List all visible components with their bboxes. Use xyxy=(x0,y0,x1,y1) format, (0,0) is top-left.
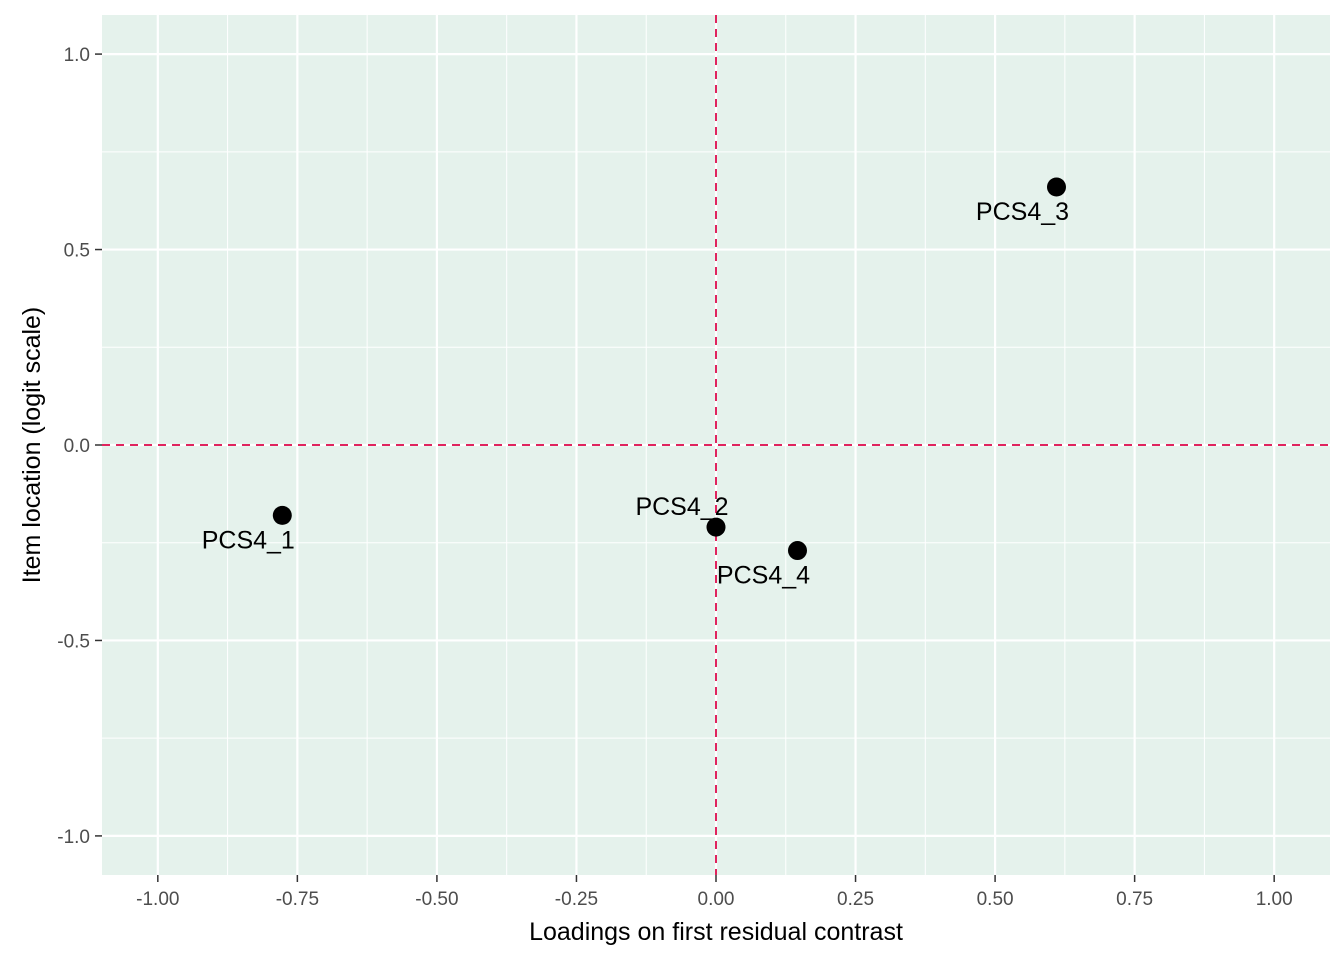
point-label: PCS4_3 xyxy=(976,198,1069,226)
x-tick-label: 0.50 xyxy=(977,889,1014,910)
data-point xyxy=(1046,177,1066,197)
x-axis: -1.00 -0.75 -0.50 -0.25 0.00 0.25 0.50 0.75 1.00 xyxy=(136,875,1293,910)
x-tick-label: -0.25 xyxy=(555,889,598,910)
x-axis-title: Loadings on first residual contrast xyxy=(529,918,903,946)
data-points xyxy=(272,177,1066,561)
major-gridlines xyxy=(102,15,1330,875)
reference-lines xyxy=(102,15,1330,875)
x-tick-label: 0.00 xyxy=(698,889,735,910)
data-point xyxy=(787,541,807,561)
data-point xyxy=(272,505,292,525)
y-axis: -1.0 -0.5 0.0 0.5 1.0 xyxy=(57,45,102,848)
x-tick-label: 1.00 xyxy=(1256,889,1293,910)
point-labels: PCS4_1 PCS4_2 PCS4_3 PCS4_4 xyxy=(202,198,1069,590)
y-tick-label: 0.0 xyxy=(64,436,90,457)
y-tick-label: 1.0 xyxy=(64,45,90,66)
point-label: PCS4_2 xyxy=(635,493,728,521)
x-tick-label: 0.75 xyxy=(1116,889,1153,910)
data-point xyxy=(706,517,726,537)
y-axis-title: Item location (logit scale) xyxy=(18,307,46,584)
y-tick-label: -0.5 xyxy=(57,631,90,652)
x-tick-label: -0.50 xyxy=(415,889,458,910)
x-tick-label: -0.75 xyxy=(276,889,319,910)
point-label: PCS4_4 xyxy=(717,562,810,590)
x-tick-label: -1.00 xyxy=(136,889,179,910)
point-label: PCS4_1 xyxy=(202,526,295,554)
y-tick-label: 0.5 xyxy=(64,241,90,262)
y-tick-label: -1.0 xyxy=(57,827,90,848)
x-tick-label: 0.25 xyxy=(837,889,874,910)
